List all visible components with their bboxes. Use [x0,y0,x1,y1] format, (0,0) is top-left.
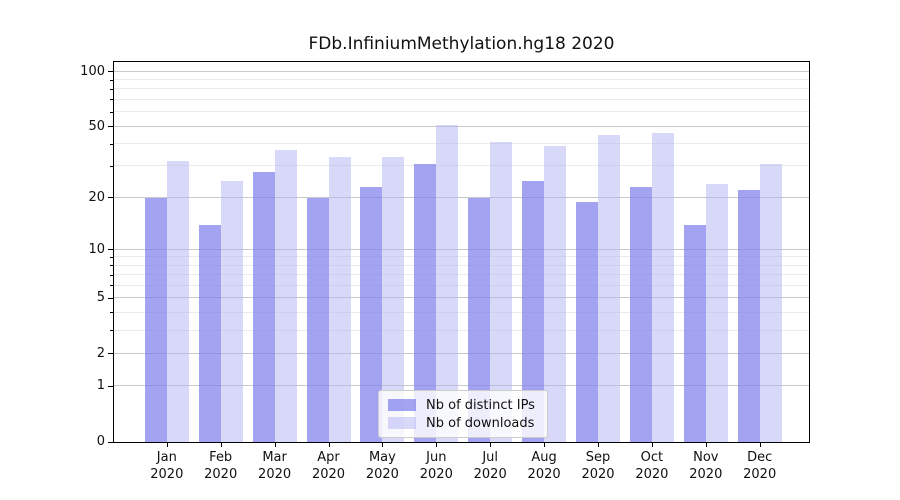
legend-label-distinct-ips: Nb of distinct IPs [426,397,535,413]
y-tick-minor [110,312,113,314]
bar-downloads-aug [544,146,567,442]
gridline-minor [114,143,809,145]
bar-downloads-mar [274,150,297,442]
y-tick-label: 0 [96,434,105,449]
bar-downloads-apr [328,156,351,442]
y-tick-minor [110,111,113,113]
x-tick-label: Apr 2020 [311,450,346,482]
y-tick-label: 10 [88,241,105,257]
gridline-minor [114,165,809,167]
legend-item-downloads: Nb of downloads [379,416,547,431]
y-tick-minor [110,265,113,267]
x-tick-label: Jun 2020 [419,450,453,482]
bar-ips-aug [522,180,545,442]
x-tick [166,443,168,447]
bar-ips-dec [737,190,760,442]
bar-ips-jul [468,197,491,442]
bar-downloads-dec [759,163,782,442]
bar-downloads-nov [705,183,728,442]
y-tick-major [108,353,113,355]
y-tick-label: 50 [88,118,105,134]
legend: Nb of distinct IPs Nb of downloads [378,390,548,438]
bar-ips-sep [576,201,598,442]
x-tick-label: Feb 2020 [204,450,238,482]
x-tick [759,443,761,447]
x-tick [705,443,707,447]
x-tick [544,443,546,447]
legend-swatch-ips-icon [388,399,416,411]
x-tick [220,443,222,447]
y-tick-label: 5 [96,290,105,306]
y-tick-major [108,297,113,299]
y-tick-label: 2 [96,345,105,361]
y-tick-minor [110,330,113,332]
x-tick [598,443,599,447]
x-tick-label: Sep 2020 [581,450,615,482]
bar-ips-jun [414,163,437,442]
bar-downloads-jan [166,161,189,442]
legend-swatch-downloads-icon [388,417,416,429]
x-tick-label: Jul 2020 [473,450,507,482]
y-tick-minor [110,79,113,81]
y-tick-minor [110,88,113,90]
x-tick [328,443,330,447]
x-tick-label: Nov 2020 [689,450,723,482]
gridline-minor [114,99,809,100]
bar-downloads-jun [436,124,459,442]
y-tick-minor [110,165,113,167]
x-tick-label: Mar 2020 [258,450,292,482]
bar-downloads-may [382,156,405,442]
x-tick-label: Oct 2020 [635,450,669,482]
bar-ips-mar [252,171,275,442]
x-tick [274,443,276,447]
x-tick [490,443,492,447]
y-tick-major [108,441,113,443]
bar-ips-nov [683,224,706,442]
gridline-major [114,125,809,127]
y-tick-major [108,385,113,387]
bar-ips-may [360,187,383,442]
x-tick-label: Jan 2020 [150,450,184,482]
y-tick-minor [110,285,113,287]
y-tick-label: 100 [80,63,105,79]
gridline-major [114,196,809,198]
y-tick-major [108,249,113,251]
y-tick-minor [110,256,113,258]
gridline-minor [114,111,809,113]
x-tick [436,443,438,447]
bar-downloads-sep [598,134,620,442]
bar-ips-apr [306,197,329,442]
bar-ips-jan [144,197,167,442]
x-tick [651,443,653,447]
x-tick [382,443,384,447]
y-tick-major [108,126,113,128]
y-tick-major [108,71,113,73]
bar-ips-oct [629,187,652,442]
gridline-minor [114,79,809,81]
x-tick-label: Aug 2020 [527,450,561,482]
y-tick-major [108,197,113,199]
x-tick-label: Dec 2020 [743,450,777,482]
y-tick-label: 1 [96,378,105,394]
bar-downloads-feb [220,180,243,442]
y-tick-minor [110,143,113,145]
legend-item-distinct-ips: Nb of distinct IPs [379,398,547,413]
bar-downloads-jul [490,142,513,442]
gridline-minor [114,88,809,90]
y-tick-minor [110,99,113,101]
y-tick-minor [110,274,113,276]
legend-label-downloads: Nb of downloads [426,415,535,431]
bar-downloads-oct [651,133,674,442]
y-tick-label: 20 [88,189,105,205]
x-tick-label: May 2020 [365,450,399,482]
gridline-major [114,70,809,72]
plot-area [108,61,810,447]
chart-title: FDb.InfiniumMethylation.hg18 2020 [308,34,615,54]
bar-ips-feb [198,224,221,442]
